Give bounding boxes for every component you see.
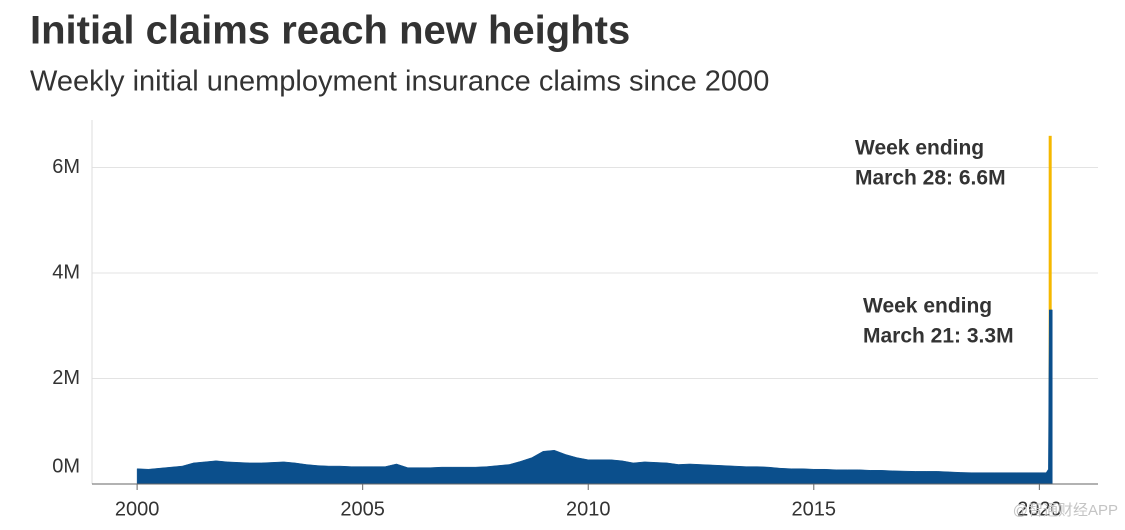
x-tick-label: 2015 [792,498,837,520]
annotation: Week ending [863,295,992,318]
watermark: @智通财经APP [1013,501,1118,519]
x-tick-label: 2005 [340,498,385,520]
annotation: March 28: 6.6M [855,167,1006,190]
chart-subtitle: Weekly initial unemployment insurance cl… [30,66,769,98]
x-tick-label: 2020 [1017,498,1062,520]
y-tick-label: 0M [52,455,80,477]
y-tick-label: 2M [52,367,80,389]
annotation: Week ending [855,137,984,160]
chart-title: Initial claims reach new heights [30,9,630,53]
x-tick-label: 2000 [115,498,160,520]
y-tick-label: 6M [52,156,80,178]
area [136,309,1053,485]
y-tick-label: 4M [52,261,80,283]
annotation: March 21: 3.3M [863,325,1014,348]
x-tick-label: 2010 [566,498,611,520]
